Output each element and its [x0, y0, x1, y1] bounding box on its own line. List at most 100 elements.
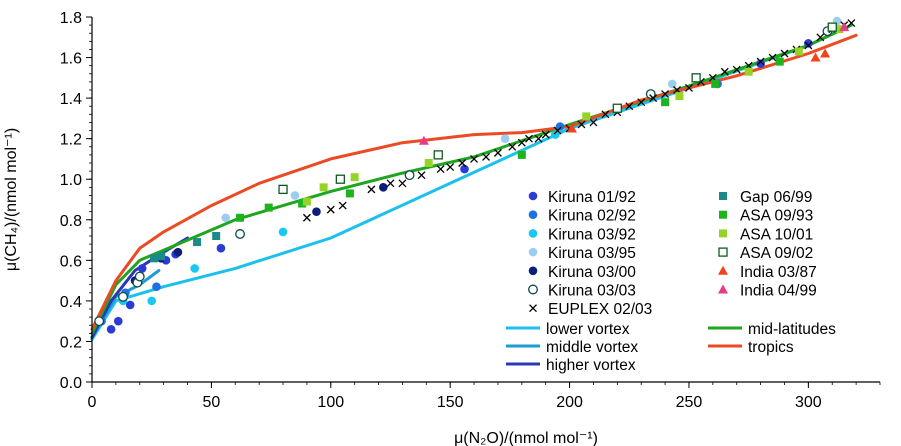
legend-label: Gap 06/99 [740, 189, 812, 206]
y-tick-label: 0.6 [60, 253, 82, 270]
data-point [216, 243, 226, 253]
x-marker-stroke [493, 148, 502, 157]
data-point [517, 138, 526, 147]
data-point [637, 98, 646, 107]
data-point [118, 291, 128, 302]
x-marker-stroke [661, 90, 670, 99]
data-point [326, 205, 335, 214]
data-point [436, 165, 445, 174]
x-marker-stroke [508, 142, 517, 151]
data-point [470, 154, 479, 163]
x-marker-stroke [302, 213, 311, 222]
legend-marker [528, 247, 538, 257]
x-marker-stroke [386, 179, 395, 188]
x-tick-label: 250 [676, 394, 703, 411]
data-point [804, 39, 813, 48]
data-point [350, 173, 359, 182]
legend-marker [528, 191, 538, 201]
data-point [212, 232, 221, 240]
data-point [661, 98, 670, 107]
x-marker-stroke [673, 86, 681, 94]
data-point [113, 316, 123, 326]
x-marker-stroke [601, 110, 610, 119]
y-tick-label: 1.4 [60, 91, 82, 108]
x-marker-stroke [436, 165, 445, 174]
x-tick-label: 50 [202, 394, 220, 411]
data-point [424, 159, 433, 167]
data-point [827, 22, 837, 32]
data-point [582, 112, 591, 121]
x-tick-label: 200 [556, 394, 583, 411]
x-marker-stroke [338, 201, 347, 210]
x-marker-stroke [541, 130, 550, 139]
data-point [312, 207, 321, 216]
data-point [589, 118, 598, 127]
curve-lower-vortex [90, 23, 853, 341]
data-point [458, 159, 467, 167]
data-point [221, 213, 231, 223]
data-point [150, 254, 159, 263]
data-point [290, 191, 300, 200]
data-point [517, 150, 526, 159]
legend-label: Kiruna 03/00 [548, 264, 636, 281]
curve-mid-latitudes [90, 23, 853, 335]
data-point [810, 52, 821, 62]
data-point [645, 89, 656, 100]
x-marker-stroke [577, 120, 586, 129]
data-point [278, 184, 288, 195]
data-point [302, 197, 311, 206]
data-point [367, 185, 376, 194]
y-tick-label: 0.4 [60, 294, 82, 311]
data-point [493, 148, 502, 157]
legend-marker [528, 229, 538, 238]
data-point [482, 152, 490, 161]
data-point [794, 47, 803, 56]
data-point [298, 199, 307, 208]
data-point [173, 247, 183, 257]
data-point [685, 84, 693, 92]
x-marker-stroke [326, 205, 335, 214]
data-point [625, 102, 634, 111]
x-tick-label: 0 [88, 394, 97, 411]
data-point [236, 213, 245, 222]
x-marker-stroke [816, 33, 825, 42]
x-marker-stroke [732, 65, 741, 74]
x-marker-stroke [367, 185, 376, 194]
x-marker-stroke [398, 179, 407, 188]
legend-marker [528, 210, 538, 219]
x-marker-stroke [780, 49, 789, 58]
legend-marker [719, 192, 727, 200]
data-point [525, 134, 533, 143]
data-point [106, 324, 116, 334]
legend-label: ASA 09/93 [740, 208, 813, 225]
legend-marker [718, 265, 728, 275]
data-point [446, 163, 455, 172]
data-point [820, 48, 831, 58]
data-point [816, 33, 825, 42]
data-point [756, 59, 765, 68]
data-point [577, 120, 586, 129]
x-marker-stroke [625, 102, 634, 111]
x-marker-stroke [589, 118, 598, 127]
data-point [744, 67, 753, 76]
legend-label: mid-latitudes [748, 321, 836, 338]
x-marker-stroke [553, 126, 562, 135]
data-point [675, 92, 684, 101]
y-tick-label: 1.6 [60, 51, 82, 68]
y-tick-label: 1.8 [60, 10, 82, 27]
x-marker-stroke [768, 53, 777, 62]
data-point [460, 164, 469, 174]
legend-label: India 04/99 [740, 283, 817, 300]
x-tick-label: 100 [317, 394, 344, 411]
legend-label: Kiruna 01/92 [548, 189, 636, 206]
data-point [94, 316, 105, 327]
x-marker-stroke [458, 159, 467, 167]
data-point [398, 179, 407, 188]
legend-label: lower vortex [546, 321, 630, 338]
data-point [839, 22, 850, 32]
data-point [804, 41, 813, 50]
y-tick-label: 1.2 [60, 132, 82, 149]
data-point [302, 213, 311, 222]
data-point [720, 67, 729, 76]
